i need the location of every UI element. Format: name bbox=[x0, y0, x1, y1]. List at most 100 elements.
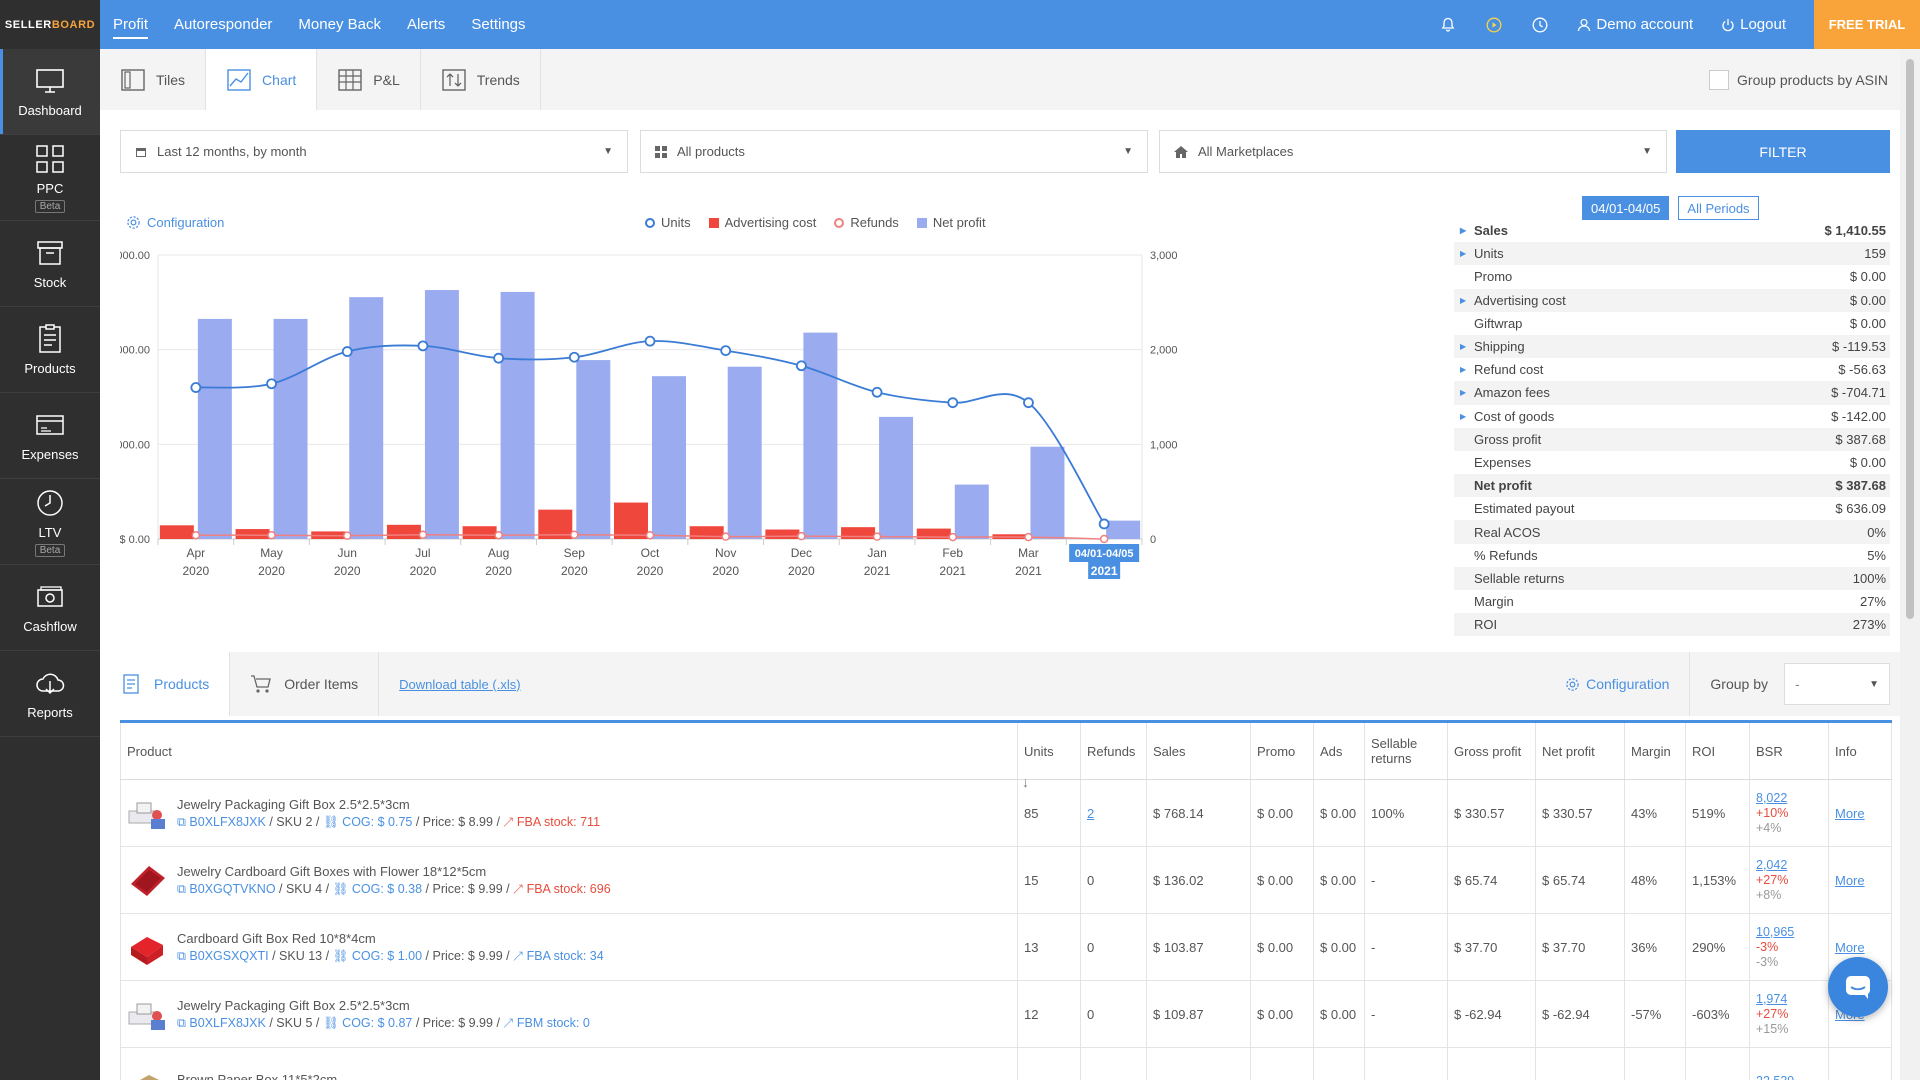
x-axis-year-label[interactable]: 2021 bbox=[864, 564, 891, 578]
logo[interactable]: SELLER BOARD bbox=[0, 0, 100, 49]
x-axis-month-label[interactable]: Jan bbox=[867, 546, 886, 560]
net-profit-bar[interactable] bbox=[652, 376, 686, 539]
units-point[interactable] bbox=[947, 397, 959, 409]
net-profit-bar[interactable] bbox=[879, 416, 914, 539]
free-trial-button[interactable]: FREE TRIAL bbox=[1814, 0, 1920, 49]
column-header[interactable]: Product bbox=[120, 721, 1018, 780]
x-axis-month-label[interactable]: Jun bbox=[338, 546, 357, 560]
logout-button[interactable]: Logout bbox=[1707, 16, 1800, 33]
net-profit-bar[interactable] bbox=[197, 318, 232, 539]
stock-level[interactable]: FBA stock: 696 bbox=[526, 881, 611, 896]
tab-order-items[interactable]: Order Items bbox=[230, 652, 380, 716]
expand-triangle-icon[interactable]: ▶ bbox=[1460, 388, 1467, 398]
refunds-point[interactable] bbox=[494, 530, 503, 540]
bsr-link[interactable]: 10,965 bbox=[1756, 924, 1795, 939]
product-thumbnail[interactable] bbox=[127, 793, 167, 833]
table-row[interactable]: Jewelry Packaging Gift Box 2.5*2.5*3cm ⧉ … bbox=[120, 980, 1892, 1048]
sidebar-item-products[interactable]: Products bbox=[0, 307, 100, 393]
column-header[interactable]: Margin bbox=[1624, 721, 1686, 780]
sidebar-item-dashboard[interactable]: Dashboard bbox=[0, 49, 100, 135]
more-link[interactable]: More bbox=[1835, 872, 1865, 888]
chart-configuration-link[interactable]: Configuration bbox=[126, 215, 224, 230]
sidebar-item-ltv[interactable]: LTV Beta bbox=[0, 479, 100, 565]
stat-row[interactable]: ▶ Refund cost $ -56.63 bbox=[1454, 358, 1890, 381]
copy-icon[interactable]: ⧉ bbox=[177, 1015, 190, 1030]
x-axis-year-label[interactable]: 2020 bbox=[788, 564, 815, 578]
x-axis-year-label[interactable]: 2020 bbox=[637, 564, 664, 578]
refunds-point[interactable] bbox=[418, 530, 428, 539]
expand-triangle-icon[interactable]: ▶ bbox=[1460, 295, 1467, 305]
more-link[interactable]: More bbox=[1835, 805, 1865, 821]
copy-icon[interactable]: ⧉ bbox=[177, 948, 190, 963]
tab-pnl[interactable]: P&L bbox=[317, 49, 421, 110]
refunds-point[interactable] bbox=[342, 531, 352, 540]
product-title[interactable]: Jewelry Packaging Gift Box 2.5*2.5*3cm bbox=[177, 796, 410, 812]
cog-link[interactable]: COG: $ 0.38 bbox=[351, 881, 423, 896]
units-point[interactable] bbox=[493, 352, 505, 364]
product-title[interactable]: Brown Paper Box 11*5*2cm bbox=[177, 1072, 338, 1080]
cog-link[interactable]: COG: $ 0.75 bbox=[342, 814, 413, 829]
net-profit-bar[interactable] bbox=[1106, 520, 1141, 539]
advertising-cost-bar[interactable] bbox=[765, 529, 800, 539]
sidebar-item-cashflow[interactable]: Cashflow bbox=[0, 565, 100, 651]
bsr-link[interactable]: 8,022 bbox=[1756, 790, 1788, 805]
column-header[interactable]: Net profit bbox=[1535, 721, 1625, 780]
x-axis-month-label[interactable]: Aug bbox=[488, 546, 509, 560]
top-menu-money-back[interactable]: Money Back bbox=[298, 16, 381, 33]
play-video-icon[interactable] bbox=[1485, 16, 1503, 34]
top-menu-settings[interactable]: Settings bbox=[471, 16, 526, 33]
bell-icon[interactable] bbox=[1439, 16, 1457, 34]
product-thumbnail[interactable] bbox=[127, 1061, 167, 1080]
refunds-point[interactable] bbox=[1099, 534, 1109, 544]
advertising-cost-bar[interactable] bbox=[159, 525, 194, 539]
tab-chart[interactable]: Chart bbox=[206, 49, 318, 110]
stat-row[interactable]: ▶ Sales $ 1,410.55 bbox=[1454, 219, 1890, 242]
x-axis-year-label[interactable]: 2020 bbox=[410, 564, 437, 578]
legend-refunds[interactable]: Refunds bbox=[834, 215, 899, 230]
units-point[interactable] bbox=[341, 346, 353, 357]
units-point[interactable] bbox=[644, 335, 656, 347]
products-select[interactable]: All products ▼ bbox=[640, 130, 1148, 173]
net-profit-bar[interactable] bbox=[273, 318, 308, 539]
top-menu-autoresponder[interactable]: Autoresponder bbox=[174, 16, 273, 33]
refunds-point[interactable] bbox=[948, 532, 958, 542]
stock-level[interactable]: FBM stock: 0 bbox=[516, 1015, 590, 1030]
x-axis-month-label[interactable]: 04/01-04/05 bbox=[1075, 548, 1134, 560]
top-menu-alerts[interactable]: Alerts bbox=[406, 16, 446, 33]
column-header[interactable]: Sales bbox=[1146, 721, 1251, 780]
x-axis-year-label[interactable]: 2020 bbox=[485, 564, 512, 578]
net-profit-bar[interactable] bbox=[500, 291, 535, 539]
units-point[interactable] bbox=[266, 378, 277, 390]
x-axis-month-label[interactable]: May bbox=[260, 546, 283, 560]
units-point[interactable] bbox=[1023, 397, 1034, 409]
x-axis-year-label[interactable]: 2020 bbox=[712, 564, 739, 578]
asin-link[interactable]: B0XGQTVKNO bbox=[189, 881, 276, 896]
x-axis-year-label[interactable]: 2021 bbox=[1091, 564, 1118, 578]
clock-icon[interactable] bbox=[1531, 16, 1549, 34]
units-point[interactable] bbox=[795, 360, 807, 372]
sidebar-item-stock[interactable]: Stock bbox=[0, 221, 100, 307]
refunds-point[interactable] bbox=[1024, 532, 1033, 542]
advertising-cost-bar[interactable] bbox=[235, 529, 270, 539]
period-select[interactable]: Last 12 months, by month ▼ bbox=[120, 130, 628, 173]
column-header[interactable]: Refunds bbox=[1080, 721, 1147, 780]
asin-link[interactable]: B0XGSXQXTI bbox=[189, 948, 269, 963]
net-profit-bar[interactable] bbox=[424, 290, 459, 539]
x-axis-month-label[interactable]: Oct bbox=[641, 546, 660, 560]
x-axis-year-label[interactable]: 2020 bbox=[334, 564, 361, 578]
legend-net-profit[interactable]: Net profit bbox=[916, 215, 986, 230]
download-table-link[interactable]: Download table (.xls) bbox=[399, 676, 521, 692]
column-header[interactable]: Sellable returns bbox=[1364, 721, 1448, 780]
more-link[interactable]: More bbox=[1835, 939, 1865, 955]
x-axis-month-label[interactable]: Feb bbox=[942, 546, 963, 560]
x-axis-year-label[interactable]: 2021 bbox=[1015, 564, 1042, 578]
expand-triangle-icon[interactable]: ▶ bbox=[1460, 249, 1467, 259]
units-point[interactable] bbox=[720, 345, 732, 357]
product-title[interactable]: Cardboard Gift Box Red 10*8*4cm bbox=[177, 930, 376, 946]
refunds-point[interactable] bbox=[570, 530, 579, 539]
refunds-point[interactable] bbox=[645, 530, 655, 540]
x-axis-year-label[interactable]: 2020 bbox=[182, 564, 209, 578]
stat-row[interactable]: ▶ Units 159 bbox=[1454, 242, 1890, 266]
expand-triangle-icon[interactable]: ▶ bbox=[1460, 411, 1467, 421]
table-configuration-link[interactable]: Configuration bbox=[1565, 652, 1691, 716]
